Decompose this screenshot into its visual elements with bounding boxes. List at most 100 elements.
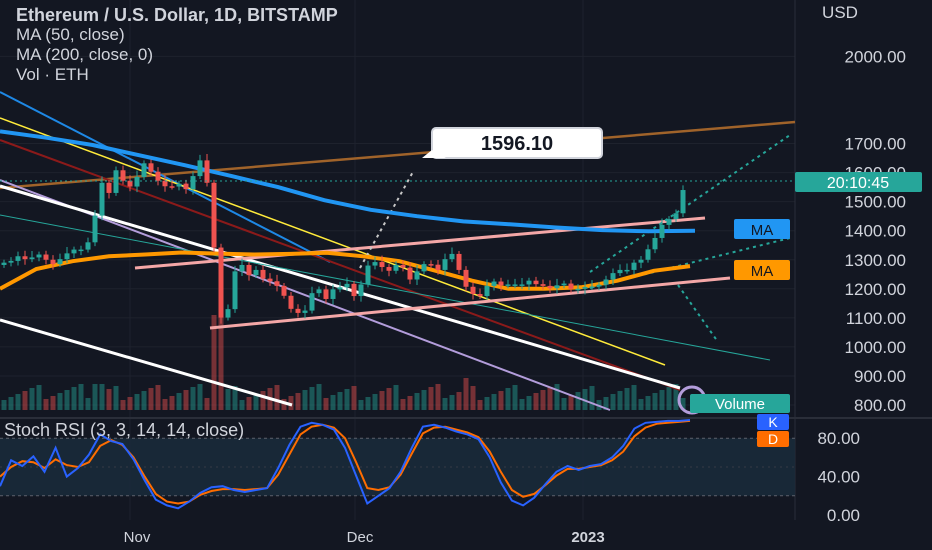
candle-body — [519, 284, 525, 286]
grid-layer — [0, 0, 932, 520]
candle-body — [330, 289, 336, 299]
volume-bar — [673, 384, 679, 410]
candle-body — [498, 281, 504, 286]
candle-body — [232, 271, 238, 310]
candles-layer — [1, 154, 686, 324]
volume-bar — [337, 392, 343, 410]
price-tick-label: 1100.00 — [846, 309, 906, 328]
candle-body — [512, 284, 518, 286]
volume-bar — [183, 390, 189, 410]
volume-bar — [78, 384, 84, 410]
volume-bar — [442, 398, 448, 410]
countdown-tag — [795, 172, 922, 192]
time-axis[interactable]: Nov Dec 2023 — [124, 529, 605, 546]
candle-body — [491, 281, 497, 286]
volume-bar — [372, 394, 378, 410]
volume-bar — [281, 399, 287, 410]
stoch-rsi-layer — [0, 419, 795, 510]
projection-line — [677, 284, 719, 343]
moving-average-layer — [0, 129, 696, 291]
volume-bar — [330, 395, 336, 410]
candle-body — [267, 278, 273, 282]
candle-body — [260, 269, 266, 279]
legend-volume[interactable]: Vol · ETH — [16, 65, 89, 84]
volume-bar — [253, 394, 259, 410]
candle-body — [295, 308, 301, 313]
volume-bar — [190, 387, 196, 410]
volume-bar — [127, 397, 133, 410]
candle-body — [400, 264, 406, 268]
candle-body — [92, 215, 98, 243]
candle-body — [428, 264, 434, 266]
price-axis[interactable]: USD 800.00 900.00 1000.00 1100.00 1200.00 1300… — [817, 3, 906, 525]
volume-bar — [169, 396, 175, 410]
volume-bar — [589, 386, 595, 410]
candle-body — [183, 183, 189, 190]
trend-line — [0, 117, 666, 366]
price-tick-label: 1000.00 — [845, 338, 906, 357]
volume-bar — [316, 384, 322, 410]
price-tick-label: 1500.00 — [845, 193, 906, 212]
stoch-rsi-label[interactable]: Stoch RSI (3, 3, 14, 14, close) — [4, 420, 245, 440]
candle-body — [218, 247, 224, 318]
volume-bar — [141, 391, 147, 410]
volume-bar — [295, 393, 301, 410]
volume-bar — [246, 397, 252, 410]
legend-ma50[interactable]: MA (50, close) — [16, 25, 125, 44]
candle-body — [526, 280, 532, 285]
volume-bar — [617, 391, 623, 410]
candle-body — [603, 279, 609, 285]
volume-bar — [204, 398, 210, 410]
stoch-k-tag — [757, 414, 789, 430]
volume-bar — [652, 393, 658, 410]
trend-line — [0, 318, 293, 407]
volume-bar — [71, 387, 77, 410]
candle-body — [99, 182, 105, 216]
candle-body — [477, 294, 483, 297]
candle-body — [197, 160, 203, 177]
trend-line — [0, 139, 681, 391]
trend-line — [0, 214, 771, 361]
price-callout-box — [431, 127, 603, 159]
candle-body — [379, 262, 385, 268]
ma-tag-blue-label: MA — [751, 222, 774, 239]
candle-body — [71, 249, 77, 254]
legend-ma200[interactable]: MA (200, close, 0) — [16, 45, 154, 64]
volume-bar — [8, 397, 14, 410]
volume-bar — [218, 315, 224, 410]
symbol-title[interactable]: Ethereum / U.S. Dollar, 1D, BITSTAMP — [16, 5, 338, 25]
volume-bar — [162, 399, 168, 410]
volume-bar — [393, 385, 399, 410]
volume-bar — [568, 395, 574, 410]
volume-bar — [351, 386, 357, 410]
volume-bar — [358, 400, 364, 410]
volume-bar — [498, 391, 504, 410]
candle-body — [190, 176, 196, 190]
trend-line — [209, 276, 731, 330]
candle-body — [610, 273, 616, 280]
candle-body — [29, 257, 35, 260]
candle-body — [449, 253, 455, 260]
candle-body — [43, 254, 49, 260]
volume-bar — [1, 400, 7, 410]
projection-line — [359, 169, 415, 269]
volume-bar — [64, 390, 70, 410]
candle-body — [568, 283, 574, 289]
candle-body — [113, 170, 119, 193]
candle-body — [407, 267, 413, 280]
candle-body — [624, 269, 630, 272]
time-tick-label: 2023 — [571, 529, 604, 546]
trend-line — [134, 216, 706, 270]
volume-bar — [260, 391, 266, 410]
volume-bar — [120, 400, 126, 410]
volume-bar — [134, 394, 140, 410]
candle-body — [393, 264, 399, 271]
candle-body — [533, 280, 539, 285]
candle-body — [323, 289, 329, 299]
volume-bar — [533, 393, 539, 410]
candle-body — [8, 260, 14, 263]
volume-bar — [561, 398, 567, 410]
candle-body — [225, 309, 231, 318]
